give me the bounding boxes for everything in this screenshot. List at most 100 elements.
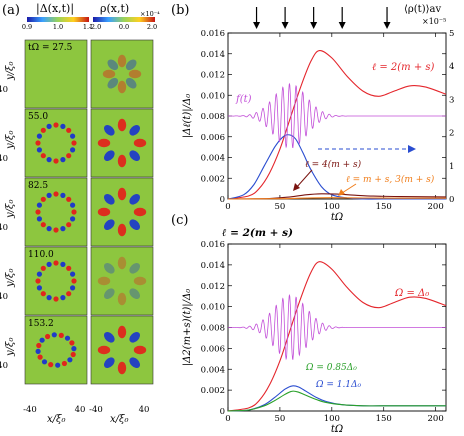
dashed-arrow-head (408, 145, 416, 153)
y-tick-label: 0.006 (201, 344, 225, 354)
series-line-2 (227, 390, 446, 412)
y-tick-label: 0.014 (201, 50, 225, 60)
x-tick-neg-col1: -40 (23, 405, 37, 415)
snapshot-3-col2 (90, 246, 154, 316)
x-axis-label-col1: x/ξ₀ (47, 414, 66, 425)
y-tick-neg: -40 (0, 154, 8, 164)
panel-b: (b) ⟨ρ(t)⟩av ×10⁻⁵ 0 0.002 0.004 0.006 0.008… (171, 3, 454, 223)
x-tick-neg-col2: -40 (89, 405, 103, 415)
time-marker-arrow-head (338, 22, 346, 29)
annotation-l4: ℓ = 4(m + s) (305, 159, 362, 170)
x-axis-label: tΩ (331, 212, 343, 223)
snapshot-time-label: 110.0 (28, 250, 54, 260)
snapshot-grid: tΩ = 27.5 -40 y/ξ₀ 55.0 -40 y/ξ₀ 82.5 -40 y/ξ₀ 11… (0, 39, 154, 385)
right-tick-label: 3 (449, 95, 454, 105)
y-tick-label: 0 (220, 195, 225, 205)
series-line-1 (227, 134, 446, 200)
annotation-blue: Ω = 1.1Δ₀ (315, 380, 362, 390)
right-axis-exponent: ×10⁻⁵ (422, 17, 446, 26)
x-tick-label: 50 (274, 202, 285, 212)
snapshot-1-col1 (24, 108, 88, 178)
y-tick-neg: -40 (0, 85, 8, 95)
snapshot-4-col2 (90, 315, 154, 385)
l13-pointer-arrow (341, 183, 357, 194)
snapshot-4-col1 (24, 315, 88, 385)
panel-c: (c) ℓ = 2(m + s) 0 0.002 0.004 0.006 0.008 0.… (171, 213, 447, 435)
colorbar-2-tick-1: 0.0 (119, 23, 129, 31)
y-tick-label: 0.014 (201, 261, 225, 271)
panel-a-col2-header: ρ(x,t) (100, 2, 129, 15)
series-line-0 (227, 50, 447, 200)
y-axis-label: |Δ2(m+s)(t)|/Δ₀ (182, 289, 193, 367)
y-tick-label: 0.008 (201, 112, 225, 122)
annotation-green: Ω = 0.85Δ₀ (305, 363, 357, 373)
x-axis-label: tΩ (331, 424, 343, 435)
x-tick-label: 150 (376, 202, 392, 212)
y-tick-label: 0.010 (201, 91, 225, 101)
colorbar-1-tick-1: 1.0 (53, 23, 63, 31)
annotation-l13: ℓ = m + s, 3(m + s) (346, 174, 435, 185)
panel-a: (a) |Δ(x,t)| ρ(x,t) 0.9 1.0 1.1 -2.0 0.0… (0, 2, 160, 425)
panel-a-col1-header: |Δ(x,t)| (36, 2, 74, 16)
y-tick-label: 0.012 (201, 282, 225, 292)
colorbar-2-exponent: ×10⁻⁴ (140, 10, 160, 18)
colorbar-2 (93, 17, 155, 22)
y-tick-neg: -40 (0, 361, 8, 371)
x-tick-pos-col2: 40 (139, 405, 150, 415)
x-tick-label: 0 (225, 202, 230, 212)
right-tick-label: 0 (449, 195, 454, 205)
y-tick-label: 0.016 (201, 29, 225, 39)
y-axis-label: y/ξ₀ (5, 130, 16, 150)
y-tick-label: 0.004 (201, 154, 225, 164)
snapshot-1-col2 (90, 108, 154, 178)
x-tick-label: 200 (428, 202, 444, 212)
snapshot-0-col1 (24, 39, 88, 109)
y-tick-label: 0.006 (201, 133, 225, 143)
y-tick-label: 0.010 (201, 303, 225, 313)
series-line-4 (228, 82, 446, 149)
series-line-3 (228, 294, 446, 361)
chart-b: 0 0.002 0.004 0.006 0.008 0.010 0.012 0.014 0.01… (182, 7, 454, 223)
snapshot-3-col1 (24, 246, 88, 316)
time-marker-arrow-head (383, 22, 391, 29)
right-tick-label: 1 (449, 162, 454, 172)
snapshot-2-col1 (24, 177, 88, 247)
y-tick-neg: -40 (0, 292, 8, 302)
y-axis-label: y/ξ₀ (5, 199, 16, 219)
l4-pointer-head (293, 183, 300, 191)
colorbar-2-tick-2: 2.0 (147, 23, 157, 31)
series-line-2 (227, 193, 447, 200)
time-marker-arrow-head (310, 22, 318, 29)
y-tick-label: 0.016 (201, 240, 225, 250)
y-tick-label: 0.008 (201, 324, 225, 334)
series-line-3 (227, 197, 446, 200)
y-axis-label: y/ξ₀ (5, 61, 16, 81)
l4-pointer-arrow (295, 169, 313, 189)
snapshot-time-label: 55.0 (28, 112, 48, 122)
snapshot-2-col2 (90, 177, 154, 247)
snapshot-time-label: tΩ = 27.5 (28, 43, 73, 53)
snapshot-0-col2 (90, 39, 154, 109)
time-marker-arrow-head (281, 22, 289, 29)
l13-pointer-head (338, 189, 345, 196)
right-tick-label: 5 (449, 29, 454, 39)
y-axis-label: |Δℓ(t)|/Δ₀ (182, 94, 193, 139)
y-tick-label: 0.012 (201, 71, 225, 81)
x-tick-label: 50 (274, 414, 285, 424)
colorbar-1-tick-0: 0.9 (22, 23, 32, 31)
time-marker-arrow-head (253, 22, 261, 29)
x-tick-label: 0 (225, 414, 230, 424)
y-tick-label: 0.002 (201, 386, 225, 396)
colorbar-1-tick-2: 1.1 (83, 23, 93, 31)
x-tick-label: 200 (428, 414, 444, 424)
panel-c-label: (c) (171, 213, 188, 228)
colorbar-2-tick-0: -2.0 (89, 23, 102, 31)
series-line-0 (227, 261, 447, 412)
x-tick-label: 100 (324, 202, 340, 212)
panel-c-header: ℓ = 2(m + s) (222, 227, 293, 239)
right-tick-label: 4 (449, 62, 454, 72)
annotation-ft: f(t) (235, 94, 252, 105)
x-tick-label: 150 (376, 414, 392, 424)
snapshot-time-label: 153.2 (28, 319, 54, 329)
